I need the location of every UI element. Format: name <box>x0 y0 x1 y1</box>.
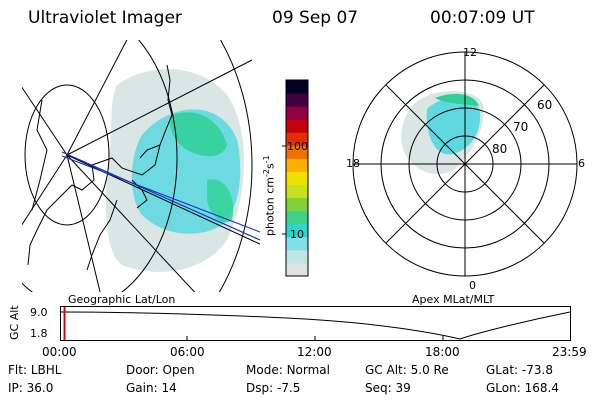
status-glon: GLon: 168.4 <box>486 381 559 395</box>
timeline-x-tick-0600: 06:00 <box>170 345 205 359</box>
coastline <box>27 64 173 271</box>
colorbar-segment <box>286 210 308 225</box>
lat-label-60: 60 <box>537 98 553 112</box>
colorbar-segment <box>286 171 308 186</box>
timeline-x-tick-0000: 00:00 <box>42 345 77 359</box>
timeline-y-tick-low: 1.8 <box>30 327 48 340</box>
geo-map-label: Geographic Lat/Lon <box>68 293 176 306</box>
time-label: 00:07:09 UT <box>430 8 535 28</box>
colorbar-segment <box>286 197 308 212</box>
colorbar <box>282 79 309 277</box>
apex-map-label: Apex MLat/MLT <box>412 293 495 306</box>
date-label: 09 Sep 07 <box>272 8 359 28</box>
status-dsp: Dsp: -7.5 <box>246 381 301 395</box>
mlt-label-0: 0 <box>469 279 476 292</box>
lat-label-70: 70 <box>513 120 529 134</box>
colorbar-segment <box>286 262 308 277</box>
colorbar-segment <box>286 184 308 199</box>
mlt-label-6: 6 <box>578 157 585 170</box>
colorbar-segment <box>286 236 308 251</box>
lat-label-80: 80 <box>492 142 508 156</box>
status-glat: GLat: -73.8 <box>486 363 553 377</box>
status-mode: Mode: Normal <box>246 363 330 377</box>
timeline-x-tick-2359: 23:59 <box>552 345 587 359</box>
apex-polar-plot <box>352 51 578 277</box>
colorbar-segment <box>286 158 308 172</box>
colorbar-segment <box>286 80 308 94</box>
geographic-map <box>22 40 260 292</box>
status-gain: Gain: 14 <box>126 381 177 395</box>
mlt-label-18: 18 <box>346 157 360 170</box>
timeline-x-tick-1200: 12:00 <box>297 345 332 359</box>
status-ip: IP: 36.0 <box>8 381 54 395</box>
colorbar-segment <box>286 93 308 107</box>
colorbar-tick-100: 100 <box>287 140 308 153</box>
colorbar-segment <box>286 223 308 238</box>
mlt-label-12: 12 <box>463 46 477 59</box>
status-flt: Flt: LBHL <box>8 363 62 377</box>
colorbar-segment <box>286 145 308 159</box>
timeline-x-tick-1800: 18:00 <box>425 345 460 359</box>
status-seq: Seq: 39 <box>365 381 411 395</box>
colorbar-segment <box>286 106 308 120</box>
colorbar-segment <box>286 249 308 264</box>
image-title: Ultraviolet Imager <box>28 8 182 28</box>
colorbar-segment <box>286 119 308 133</box>
timeline-y-tick-high: 9.0 <box>30 306 48 319</box>
colorbar-segment <box>286 132 308 146</box>
status-gc-alt: GC Alt: 5.0 Re <box>365 363 449 377</box>
timeline-axis-label: GC Alt <box>8 305 21 340</box>
colorbar-tick-10: 10 <box>290 228 304 241</box>
status-door: Door: Open <box>126 363 195 377</box>
colorbar-unit-label: photon cm-2s-1 <box>262 155 277 236</box>
altitude-timeline[interactable] <box>60 306 572 342</box>
